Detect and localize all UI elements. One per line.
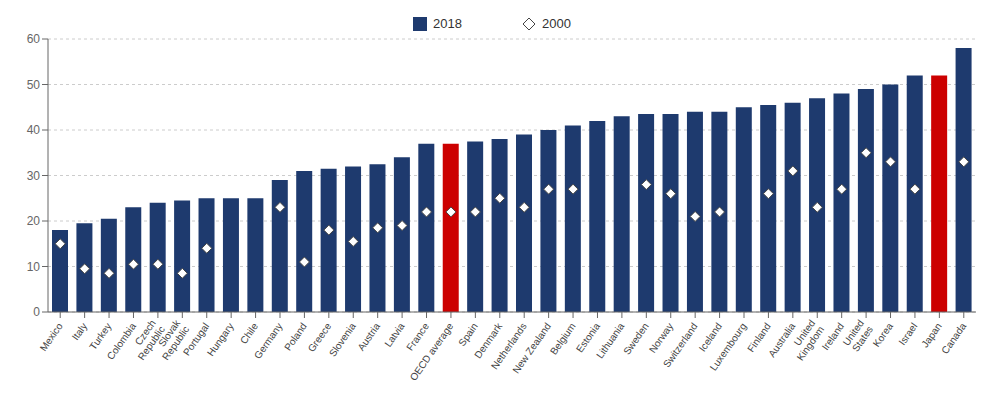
svg-text:Spain: Spain [456,321,480,348]
svg-text:Canada: Canada [939,320,968,355]
svg-text:Italy: Italy [70,321,90,342]
svg-text:Austria: Austria [355,320,382,352]
svg-text:Belgium: Belgium [548,321,578,357]
svg-text:Korea: Korea [871,320,896,349]
svg-text:50: 50 [27,78,41,92]
svg-text:Hungary: Hungary [205,321,236,358]
svg-text:Israel: Israel [896,321,919,347]
svg-text:0: 0 [33,305,40,319]
svg-text:OECD average: OECD average [408,320,456,382]
svg-text:UnitedStates: UnitedStates [841,318,876,354]
svg-text:Latvia: Latvia [382,320,407,349]
svg-text:Germany: Germany [252,321,285,361]
svg-text:30: 30 [27,169,41,183]
svg-text:Luxembourg: Luxembourg [708,321,749,373]
svg-text:Sweden: Sweden [621,321,651,357]
svg-text:Ireland: Ireland [820,321,847,352]
svg-text:10: 10 [27,260,41,274]
svg-text:Lithuania: Lithuania [594,320,627,360]
svg-text:40: 40 [27,123,41,137]
svg-text:20: 20 [27,214,41,228]
svg-text:Mexico: Mexico [38,320,65,353]
svg-text:New Zealand: New Zealand [510,321,553,376]
svg-text:Switzerland: Switzerland [661,321,700,370]
svg-text:Japan: Japan [919,321,944,350]
svg-text:Slovenia: Slovenia [327,320,358,358]
svg-text:UnitedKingdom: UnitedKingdom [786,318,827,363]
svg-text:60: 60 [27,32,41,46]
svg-text:Chile: Chile [238,320,260,345]
